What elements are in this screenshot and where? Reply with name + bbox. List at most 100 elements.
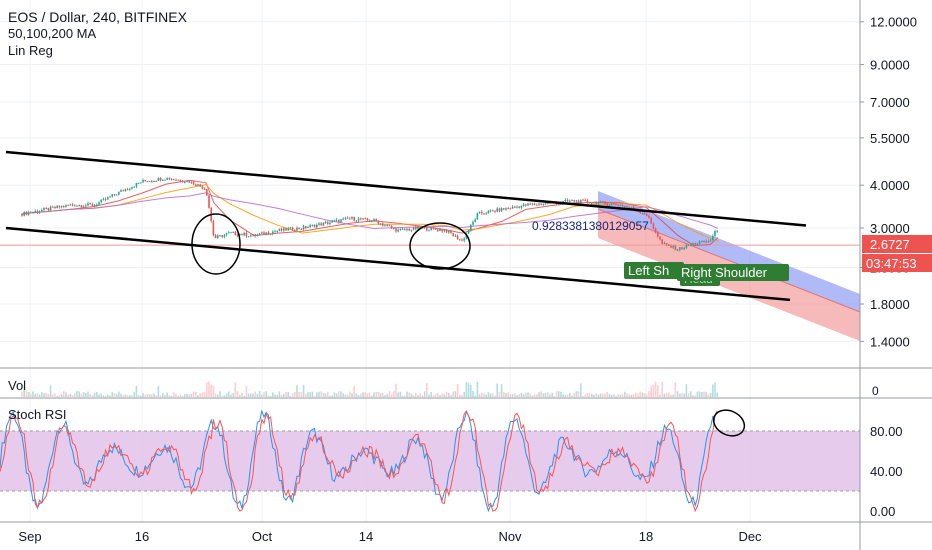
candle-body[interactable]	[144, 179, 146, 182]
candle-body[interactable]	[74, 205, 76, 207]
candle-body[interactable]	[665, 243, 668, 245]
candle-body[interactable]	[522, 204, 525, 206]
candle-body[interactable]	[146, 181, 149, 183]
candle-body[interactable]	[313, 224, 316, 228]
candle-body[interactable]	[104, 198, 107, 200]
candle-body[interactable]	[597, 202, 600, 205]
candle-body[interactable]	[709, 240, 712, 242]
candle-body[interactable]	[52, 206, 54, 208]
candle-body[interactable]	[445, 230, 448, 233]
candle-body[interactable]	[67, 204, 69, 206]
candle-body[interactable]	[151, 181, 153, 183]
candle-body[interactable]	[483, 213, 485, 215]
candle-body[interactable]	[320, 223, 322, 226]
volume-pane[interactable]	[21, 381, 718, 397]
candle-body[interactable]	[566, 199, 569, 202]
candle-body[interactable]	[703, 240, 705, 243]
candle-body[interactable]	[476, 213, 479, 220]
candle-body[interactable]	[170, 179, 173, 181]
candle-body[interactable]	[382, 223, 384, 226]
candle-body[interactable]	[87, 203, 89, 206]
candle-body[interactable]	[562, 200, 564, 203]
candle-body[interactable]	[437, 229, 439, 232]
candle-body[interactable]	[606, 203, 608, 206]
candle-body[interactable]	[318, 223, 320, 225]
stoch-rsi-pane-title[interactable]: Stoch RSI	[8, 407, 67, 422]
candle-body[interactable]	[388, 225, 391, 227]
candle-body[interactable]	[450, 230, 452, 234]
candle-body[interactable]	[683, 247, 685, 250]
candle-body[interactable]	[329, 222, 331, 224]
candle-body[interactable]	[289, 227, 292, 229]
candle-body[interactable]	[140, 182, 142, 184]
candle-body[interactable]	[349, 218, 351, 220]
candle-body[interactable]	[25, 211, 28, 215]
candle-body[interactable]	[206, 189, 208, 196]
candle-body[interactable]	[34, 210, 36, 212]
candle-body[interactable]	[474, 219, 476, 222]
candle-body[interactable]	[58, 205, 61, 208]
candle-body[interactable]	[487, 210, 490, 214]
candle-body[interactable]	[659, 236, 661, 240]
candle-body[interactable]	[390, 226, 393, 228]
candle-body[interactable]	[443, 230, 446, 232]
candle-body[interactable]	[296, 227, 298, 231]
channel-upper-trendline[interactable]	[5, 150, 807, 227]
candle-body[interactable]	[661, 239, 663, 244]
candle-body[interactable]	[613, 203, 615, 205]
candle-body[interactable]	[181, 181, 184, 183]
candle-body[interactable]	[544, 202, 547, 204]
candle-body[interactable]	[43, 208, 45, 211]
candle-body[interactable]	[69, 204, 72, 206]
candle-body[interactable]	[258, 233, 261, 235]
candle-body[interactable]	[694, 243, 696, 245]
candle-body[interactable]	[470, 224, 472, 231]
candle-body[interactable]	[650, 218, 652, 224]
candle-body[interactable]	[538, 203, 540, 205]
candle-body[interactable]	[287, 228, 289, 231]
candle-body[interactable]	[417, 226, 419, 230]
candle-body[interactable]	[124, 189, 127, 192]
candle-body[interactable]	[701, 240, 703, 242]
candle-body[interactable]	[386, 225, 388, 227]
candle-body[interactable]	[239, 234, 241, 236]
candle-body[interactable]	[379, 223, 382, 225]
candle-body[interactable]	[360, 218, 362, 220]
candle-body[interactable]	[540, 203, 542, 205]
candle-body[interactable]	[272, 231, 274, 234]
candle-body[interactable]	[408, 229, 410, 231]
ma-indicator-label[interactable]: 50,100,200 MA	[8, 26, 97, 41]
candle-body[interactable]	[197, 184, 199, 186]
candle-body[interactable]	[201, 186, 204, 189]
candle-body[interactable]	[692, 243, 694, 245]
candle-body[interactable]	[30, 212, 32, 214]
candle-body[interactable]	[410, 229, 413, 231]
candle-body[interactable]	[56, 205, 58, 208]
candle-body[interactable]	[428, 230, 430, 232]
candle-body[interactable]	[252, 234, 254, 236]
candle-body[interactable]	[243, 232, 245, 236]
candle-body[interactable]	[263, 232, 265, 235]
candle-body[interactable]	[157, 177, 160, 181]
candle-body[interactable]	[164, 179, 166, 181]
candle-body[interactable]	[217, 235, 219, 238]
candle-body[interactable]	[511, 206, 514, 209]
candle-body[interactable]	[621, 204, 624, 207]
candle-body[interactable]	[135, 183, 138, 187]
candle-body[interactable]	[188, 180, 190, 183]
candle-body[interactable]	[21, 213, 23, 216]
candle-body[interactable]	[179, 179, 182, 182]
candle-body[interactable]	[126, 189, 129, 191]
candle-body[interactable]	[82, 206, 85, 208]
candle-body[interactable]	[41, 210, 43, 212]
candle-body[interactable]	[615, 203, 617, 205]
candle-body[interactable]	[489, 210, 492, 212]
candle-body[interactable]	[663, 243, 666, 245]
candle-body[interactable]	[85, 205, 87, 207]
candle-body[interactable]	[280, 228, 283, 231]
candle-body[interactable]	[142, 179, 144, 183]
candle-body[interactable]	[274, 231, 276, 233]
candle-body[interactable]	[346, 217, 349, 219]
candle-body[interactable]	[588, 202, 591, 204]
candle-body[interactable]	[63, 206, 65, 208]
